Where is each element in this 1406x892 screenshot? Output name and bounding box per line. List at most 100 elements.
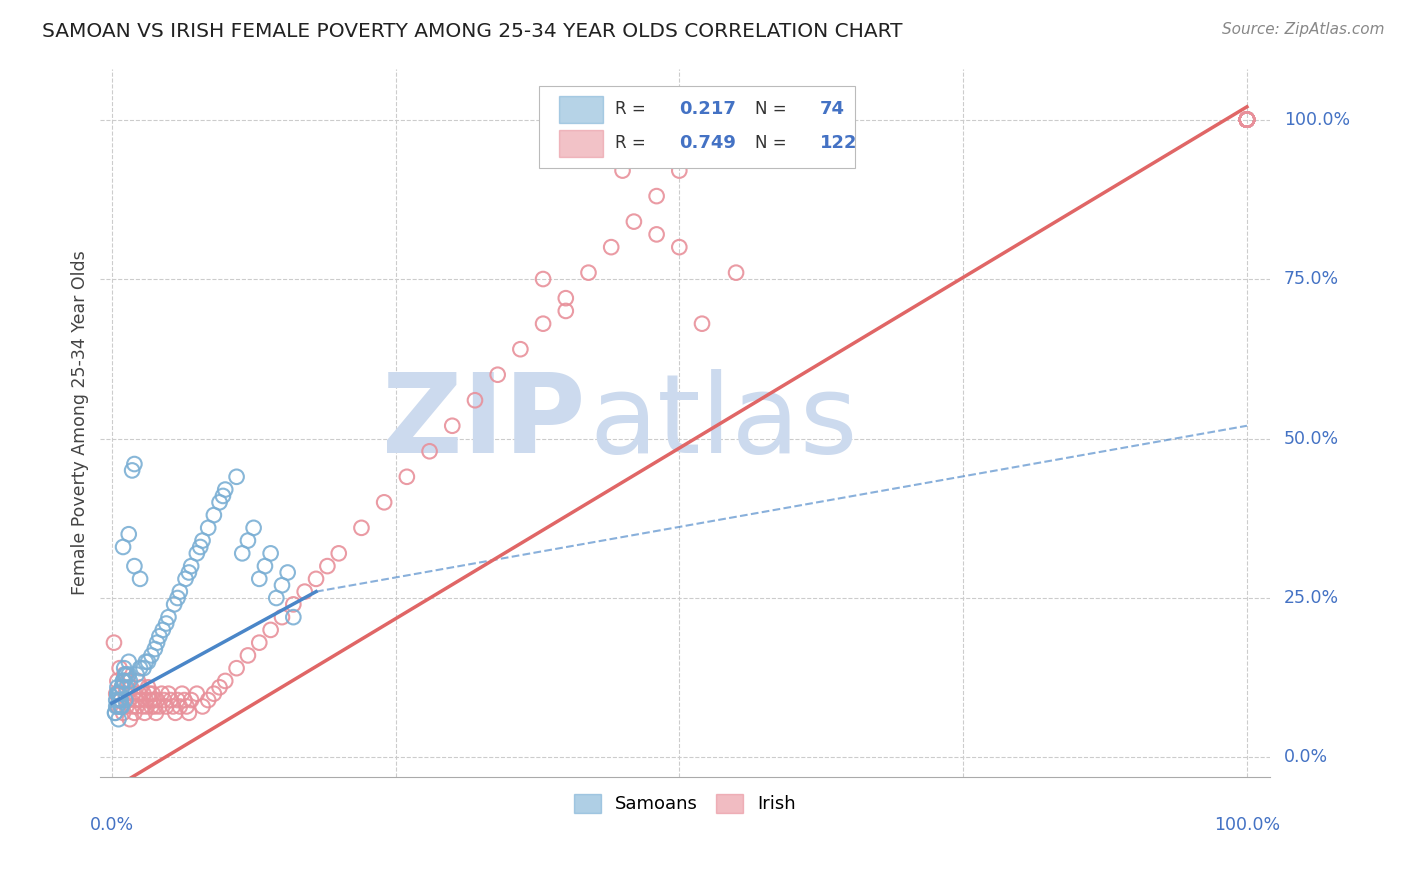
Point (145, 706, 167, 720)
Point (554, 304, 576, 318)
Point (114, 687, 136, 701)
Point (132, 661, 155, 675)
Point (177, 706, 200, 720)
Point (155, 699, 177, 714)
Point (135, 655, 157, 669)
Text: 50.0%: 50.0% (1284, 430, 1339, 448)
Point (105, 687, 128, 701)
Point (1236, 112, 1258, 127)
Point (1236, 112, 1258, 127)
Point (509, 342, 531, 356)
Point (152, 623, 174, 637)
Point (105, 699, 128, 714)
Point (173, 693, 195, 707)
Point (115, 699, 138, 714)
FancyBboxPatch shape (558, 129, 603, 157)
Point (132, 687, 155, 701)
Point (118, 655, 141, 669)
Point (111, 681, 134, 695)
Point (668, 163, 690, 178)
Point (1236, 112, 1258, 127)
Point (108, 687, 131, 701)
Point (231, 546, 253, 560)
Point (294, 584, 316, 599)
Point (328, 546, 350, 560)
Point (1236, 112, 1258, 127)
Point (259, 623, 281, 637)
Point (236, 533, 259, 548)
Point (305, 572, 328, 586)
Point (180, 693, 202, 707)
Point (1236, 112, 1258, 127)
Point (131, 699, 153, 714)
Point (135, 693, 157, 707)
Point (105, 681, 128, 695)
Text: 75.0%: 75.0% (1284, 270, 1339, 288)
Point (1236, 112, 1258, 127)
Point (118, 693, 141, 707)
Point (236, 648, 259, 663)
Point (114, 667, 136, 681)
Point (122, 687, 145, 701)
Point (105, 693, 128, 707)
Point (197, 693, 219, 707)
Point (105, 699, 128, 714)
Point (464, 393, 486, 408)
Point (1236, 112, 1258, 127)
Point (191, 699, 214, 714)
Text: R =: R = (614, 134, 651, 152)
Point (1236, 112, 1258, 127)
Point (166, 591, 188, 605)
Point (134, 706, 156, 720)
Point (186, 546, 208, 560)
Point (112, 661, 135, 675)
Point (197, 521, 219, 535)
Point (1236, 112, 1258, 127)
Point (668, 240, 690, 254)
Point (148, 629, 170, 643)
Point (1236, 112, 1258, 127)
Text: 25.0%: 25.0% (1284, 589, 1339, 607)
Point (107, 687, 129, 701)
Point (107, 712, 129, 726)
Text: 100.0%: 100.0% (1284, 111, 1350, 128)
Point (373, 495, 395, 509)
Point (690, 317, 713, 331)
Text: 0.217: 0.217 (679, 100, 735, 118)
Point (176, 699, 198, 714)
Point (150, 687, 173, 701)
Point (142, 693, 165, 707)
Point (1236, 112, 1258, 127)
Point (486, 368, 509, 382)
Point (1236, 112, 1258, 127)
Point (283, 598, 305, 612)
Point (202, 687, 225, 701)
FancyBboxPatch shape (538, 87, 855, 168)
Point (253, 559, 276, 574)
Point (162, 699, 184, 714)
Point (1236, 112, 1258, 127)
Point (725, 266, 748, 280)
Point (139, 693, 162, 707)
Point (124, 693, 146, 707)
Point (1236, 112, 1258, 127)
Point (174, 572, 197, 586)
Point (214, 483, 236, 497)
Point (169, 699, 191, 714)
Point (148, 699, 170, 714)
Point (350, 521, 373, 535)
Point (177, 566, 200, 580)
Point (108, 661, 131, 675)
Point (108, 693, 131, 707)
Point (259, 546, 281, 560)
Point (105, 673, 128, 688)
Point (163, 598, 186, 612)
Point (125, 699, 148, 714)
Text: 74: 74 (820, 100, 845, 118)
Text: R =: R = (614, 100, 651, 118)
Point (129, 681, 152, 695)
Point (118, 673, 141, 688)
Point (1236, 112, 1258, 127)
Point (1236, 112, 1258, 127)
Point (110, 693, 132, 707)
